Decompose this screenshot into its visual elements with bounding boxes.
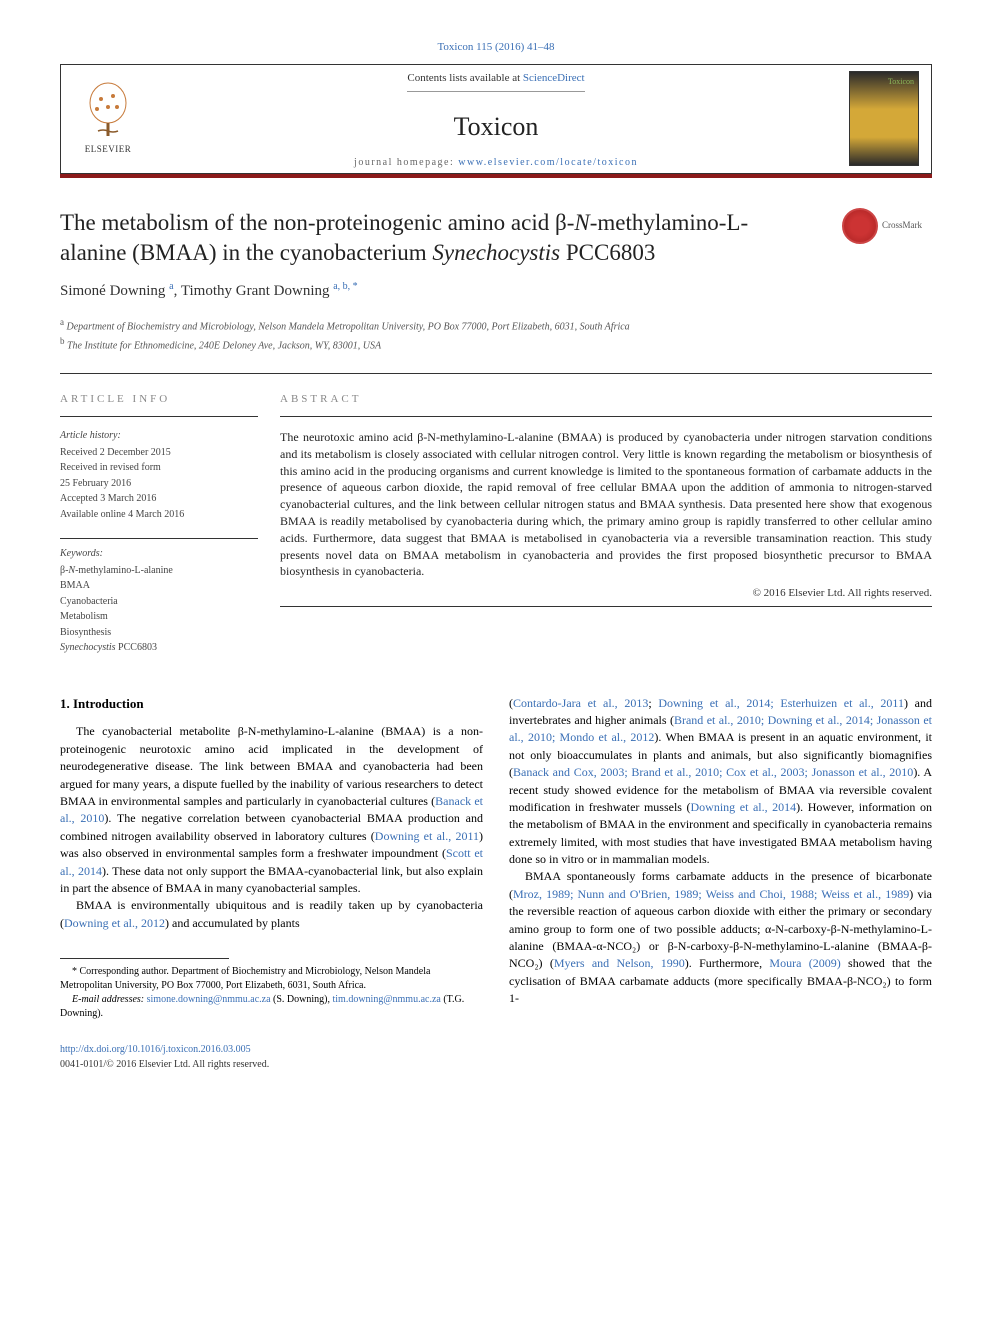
email-label: E-mail addresses: xyxy=(72,994,147,1005)
elsevier-tree-icon xyxy=(83,81,133,141)
history-line: Available online 4 March 2016 xyxy=(60,508,258,523)
journal-header-center: Contents lists available at ScienceDirec… xyxy=(143,68,849,170)
contents-available-line: Contents lists available at ScienceDirec… xyxy=(143,68,849,102)
history-line: Received 2 December 2015 xyxy=(60,446,258,461)
abstract-bottom-rule xyxy=(280,606,932,607)
body-text: The cyanobacterial metabolite β-N-methyl… xyxy=(60,724,483,808)
crossmark-icon xyxy=(842,208,878,244)
article-title: The metabolism of the non-proteinogenic … xyxy=(60,208,932,268)
abstract-text: The neurotoxic amino acid β-N-methylamin… xyxy=(280,429,932,580)
citation-link[interactable]: Moura (2009) xyxy=(769,956,840,970)
author-email-link[interactable]: simone.downing@nmmu.ac.za xyxy=(147,994,271,1005)
journal-homepage-line: journal homepage: www.elsevier.com/locat… xyxy=(143,156,849,171)
keyword: BMAA xyxy=(60,579,258,594)
citation-link[interactable]: Downing et al., 2012 xyxy=(64,916,165,930)
section-heading-intro: 1. Introduction xyxy=(60,695,483,714)
affiliation-list: a Department of Biochemistry and Microbi… xyxy=(60,316,932,353)
author-name: Simoné Downing xyxy=(60,283,165,299)
affiliation: a Department of Biochemistry and Microbi… xyxy=(60,316,932,334)
citation-link[interactable]: Contardo-Jara et al., 2013 xyxy=(513,696,648,710)
author-affil-sup: a xyxy=(169,281,173,292)
cover-label: Toxicon xyxy=(888,76,914,88)
keyword: β-N-methylamino-L-alanine xyxy=(60,564,258,579)
keyword: Biosynthesis xyxy=(60,626,258,641)
title-text: The metabolism of the non-proteinogenic … xyxy=(60,210,748,265)
history-line: Accepted 3 March 2016 xyxy=(60,492,258,507)
journal-header: ELSEVIER Contents lists available at Sci… xyxy=(60,64,932,174)
affil-text: The Institute for Ethnomedicine, 240E De… xyxy=(67,340,381,351)
affil-text: Department of Biochemistry and Microbiol… xyxy=(67,322,630,333)
body-column-right: (Contardo-Jara et al., 2013; Downing et … xyxy=(509,695,932,1073)
publisher-name: ELSEVIER xyxy=(85,143,132,156)
body-column-left: 1. Introduction The cyanobacterial metab… xyxy=(60,695,483,1073)
affiliation: b The Institute for Ethnomedicine, 240E … xyxy=(60,335,932,353)
crossmark-label: CrossMark xyxy=(882,220,922,232)
doi-link[interactable]: http://dx.doi.org/10.1016/j.toxicon.2016… xyxy=(60,1044,251,1055)
history-line: Received in revised form xyxy=(60,461,258,476)
abstract-heading: ABSTRACT xyxy=(280,392,932,417)
keyword: Cyanobacteria xyxy=(60,595,258,610)
body-text: ). Furthermore, xyxy=(685,956,770,970)
article-info-heading: ARTICLE INFO xyxy=(60,392,258,417)
email-suffix: (S. Downing), xyxy=(271,994,333,1005)
keywords-label: Keywords: xyxy=(60,547,258,562)
homepage-prefix: journal homepage: xyxy=(354,157,458,168)
body-columns: 1. Introduction The cyanobacterial metab… xyxy=(60,695,932,1073)
publisher-logo: ELSEVIER xyxy=(73,74,143,164)
corresponding-author-footnote: * Corresponding author. Department of Bi… xyxy=(60,965,483,1021)
journal-cover-thumbnail: Toxicon xyxy=(849,71,919,166)
body-text: ; xyxy=(648,696,658,710)
keywords-block: Keywords: β-N-methylamino-L-alanine BMAA… xyxy=(60,538,258,656)
body-paragraph: (Contardo-Jara et al., 2013; Downing et … xyxy=(509,695,932,869)
issn-copyright: 0041-0101/© 2016 Elsevier Ltd. All right… xyxy=(60,1059,269,1070)
keyword: Metabolism xyxy=(60,610,258,625)
info-abstract-row: ARTICLE INFO Article history: Received 2… xyxy=(60,373,932,656)
abstract-column: ABSTRACT The neurotoxic amino acid β-N-m… xyxy=(280,392,932,656)
journal-name: Toxicon xyxy=(143,108,849,146)
contents-prefix: Contents lists available at xyxy=(407,72,522,84)
journal-citation: Toxicon 115 (2016) 41–48 xyxy=(60,40,932,56)
affil-sup: b xyxy=(60,336,65,346)
citation-link[interactable]: Downing et al., 2014 xyxy=(691,800,797,814)
crossmark-badge[interactable]: CrossMark xyxy=(842,208,932,244)
body-text: ) and accumulated by plants xyxy=(165,916,300,930)
affil-sup: a xyxy=(60,317,64,327)
citation-link[interactable]: Mroz, 1989; Nunn and O'Brien, 1989; Weis… xyxy=(513,887,909,901)
author-email-link[interactable]: tim.downing@nmmu.ac.za xyxy=(332,994,440,1005)
keyword: Synechocystis PCC6803 xyxy=(60,641,258,656)
doi-block: http://dx.doi.org/10.1016/j.toxicon.2016… xyxy=(60,1043,483,1072)
footnote-divider xyxy=(60,958,229,959)
citation-link[interactable]: Downing et al., 2014; Esterhuizen et al.… xyxy=(658,696,904,710)
citation-link[interactable]: Banack and Cox, 2003; Brand et al., 2010… xyxy=(513,765,913,779)
abstract-copyright: © 2016 Elsevier Ltd. All rights reserved… xyxy=(280,586,932,602)
body-paragraph: BMAA spontaneously forms carbamate adduc… xyxy=(509,868,932,1007)
author-list: Simoné Downing a, Timothy Grant Downing … xyxy=(60,280,932,303)
citation-link[interactable]: Myers and Nelson, 1990 xyxy=(554,956,685,970)
body-paragraph: The cyanobacterial metabolite β-N-methyl… xyxy=(60,723,483,897)
brand-bar xyxy=(60,174,932,178)
citation-link[interactable]: Downing et al., 2011 xyxy=(375,829,479,843)
body-paragraph: BMAA is environmentally ubiquitous and i… xyxy=(60,897,483,932)
body-text: ). These data not only support the BMAA-… xyxy=(60,864,483,895)
article-info: ARTICLE INFO Article history: Received 2… xyxy=(60,392,280,656)
email-line: E-mail addresses: simone.downing@nmmu.ac… xyxy=(60,993,483,1021)
author-name: Timothy Grant Downing xyxy=(181,283,330,299)
author-affil-sup: a, b, * xyxy=(333,281,357,292)
history-label: Article history: xyxy=(60,429,258,444)
journal-homepage-link[interactable]: www.elsevier.com/locate/toxicon xyxy=(458,157,638,168)
corr-author-text: * Corresponding author. Department of Bi… xyxy=(60,965,483,993)
sciencedirect-link[interactable]: ScienceDirect xyxy=(523,72,585,84)
history-line: 25 February 2016 xyxy=(60,477,258,492)
